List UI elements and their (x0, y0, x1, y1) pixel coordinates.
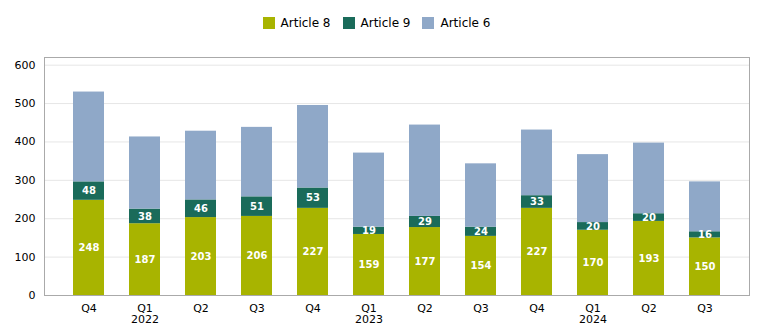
svg-text:Q2: Q2 (417, 302, 433, 315)
svg-text:48: 48 (82, 185, 96, 196)
svg-text:248: 248 (79, 242, 100, 253)
svg-text:154: 154 (471, 260, 492, 271)
svg-text:159: 159 (359, 259, 380, 270)
svg-text:53: 53 (306, 192, 320, 203)
svg-text:38: 38 (138, 211, 152, 222)
svg-text:Q2: Q2 (193, 302, 209, 315)
svg-text:19: 19 (362, 225, 376, 236)
svg-text:46: 46 (194, 203, 208, 214)
svg-text:227: 227 (303, 246, 324, 257)
svg-text:150: 150 (695, 261, 716, 272)
svg-text:Q2: Q2 (641, 302, 657, 315)
svg-text:29: 29 (418, 216, 432, 227)
svg-text:206: 206 (247, 250, 268, 261)
svg-text:24: 24 (474, 226, 488, 237)
svg-text:Q12023: Q12023 (355, 302, 383, 326)
svg-text:33: 33 (530, 196, 544, 207)
svg-text:300: 300 (15, 174, 36, 187)
svg-text:Q12024: Q12024 (579, 302, 607, 326)
svg-text:227: 227 (527, 246, 548, 257)
svg-text:500: 500 (15, 97, 36, 110)
svg-text:200: 200 (15, 212, 36, 225)
svg-text:400: 400 (15, 135, 36, 148)
svg-text:20: 20 (642, 212, 656, 223)
svg-text:16: 16 (698, 229, 712, 240)
svg-text:170: 170 (583, 257, 604, 268)
svg-text:Q4: Q4 (529, 302, 545, 315)
html-text:Article 8: Article 8 (280, 15, 331, 30)
svg-text:51: 51 (250, 201, 264, 212)
svg-text:203: 203 (191, 251, 212, 262)
svg-text:187: 187 (135, 254, 156, 265)
html-text:Article 9: Article 9 (360, 15, 411, 30)
svg-text:Q12022: Q12022 (131, 302, 159, 326)
svg-text:100: 100 (15, 251, 36, 264)
svg-text:20: 20 (586, 221, 600, 232)
svg-text:193: 193 (639, 253, 660, 264)
svg-text:Q3: Q3 (473, 302, 489, 315)
svg-text:Q3: Q3 (249, 302, 265, 315)
svg-text:Q3: Q3 (697, 302, 713, 315)
svg-text:177: 177 (415, 256, 436, 267)
svg-text:Q4: Q4 (305, 302, 321, 315)
svg-text:0: 0 (29, 289, 36, 302)
svg-text:600: 600 (15, 59, 36, 72)
html-text:Article 6: Article 6 (440, 15, 491, 30)
svg-text:Q4: Q4 (81, 302, 97, 315)
